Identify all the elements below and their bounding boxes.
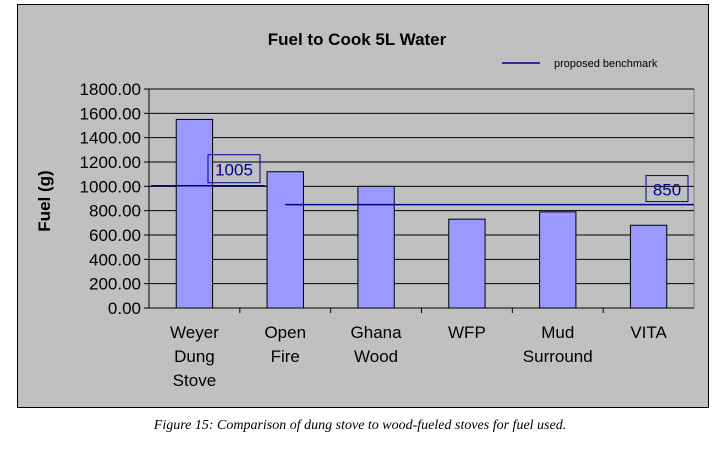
y-tick-label: 400.00 — [89, 250, 141, 269]
x-tick-label: Mud Surround — [523, 323, 593, 366]
benchmark-label: 1005 — [215, 161, 253, 180]
legend-label: proposed benchmark — [554, 58, 658, 70]
x-tick-label: VITA — [630, 323, 667, 342]
y-tick-label: 800.00 — [89, 202, 141, 221]
y-tick-label: 1600.00 — [80, 104, 141, 123]
x-tick-label: Open Fire — [264, 323, 306, 366]
x-tick-label: Ghana Wood — [351, 323, 403, 366]
bar — [175, 118, 214, 309]
y-tick-label: 1200.00 — [80, 153, 141, 172]
bar — [357, 185, 395, 309]
benchmark-label-box — [207, 154, 261, 184]
chart-title: Fuel to Cook 5L Water — [268, 30, 447, 49]
bar — [448, 218, 486, 309]
x-tick-label: Weyer Dung Stove — [170, 323, 219, 390]
y-tick-label: 1400.00 — [80, 129, 141, 148]
bar — [539, 211, 577, 309]
bar — [266, 171, 304, 309]
y-tick-label: 1800.00 — [80, 80, 141, 99]
chart-area: 0.00 200.00 400.00 600.00 800.00 1000.00 1200.… — [17, 4, 709, 408]
bar-chart: 0.00 200.00 400.00 600.00 800.00 1000.00 1200.… — [35, 30, 695, 390]
y-tick-label: 0.00 — [108, 299, 141, 318]
x-tick-label: WFP — [448, 323, 486, 342]
benchmark-label: 850 — [653, 181, 681, 200]
bar — [629, 224, 668, 309]
y-tick-label: 200.00 — [89, 275, 141, 294]
y-tick-label: 600.00 — [89, 226, 141, 245]
plot-area — [148, 88, 695, 309]
y-axis-label: Fuel (g) — [35, 170, 54, 231]
figure-caption: Figure 15: Comparison of dung stove to w… — [153, 418, 567, 433]
benchmark-label-box — [645, 175, 689, 203]
y-tick-label: 1000.00 — [80, 177, 141, 196]
